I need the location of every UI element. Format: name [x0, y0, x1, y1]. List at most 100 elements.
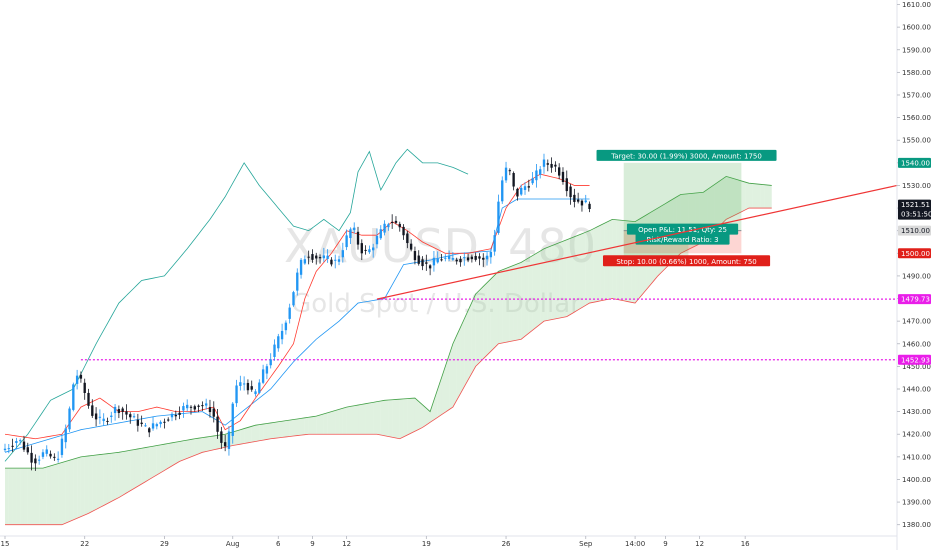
candle: [174, 410, 177, 421]
cloud-segment: [263, 423, 267, 441]
cloud-segment: [251, 425, 256, 443]
candle-body: [265, 366, 269, 374]
candle: [406, 230, 409, 249]
stop-label-text: Stop: 10.00 (0.66%) 1000, Amount: 750: [616, 258, 756, 266]
x-tick-label: 29: [160, 540, 169, 548]
candle: [60, 434, 64, 458]
cloud-segment: [316, 415, 321, 435]
x-axis[interactable]: 15 22 29 Aug 6 9 12 19 26 Sep 14:00 9 12 16: [1, 536, 751, 548]
y-tick-label: 1400.00: [902, 476, 931, 484]
candle: [49, 450, 52, 459]
candle: [576, 192, 580, 204]
candle-body: [167, 419, 170, 421]
long-position-tool[interactable]: Target: 30.00 (1.99%) 3000, Amount: 1750…: [596, 149, 777, 267]
price-tags: 1540.00 1521.51 03:51:50 1510.00 1500.00 1479…: [898, 157, 932, 365]
price-tag-label: 1510.00: [901, 227, 930, 235]
y-tick-label: 1550.00: [902, 137, 931, 145]
y-axis[interactable]: 1380.00 1390.00 1400.00 1410.00 1420.00 1430.…: [897, 1, 931, 529]
cloud-segment: [312, 416, 317, 435]
cloud-segment: [441, 366, 446, 415]
cloud-segment: [460, 318, 465, 394]
candle: [318, 254, 322, 264]
cloud-segment: [452, 335, 457, 408]
candle: [64, 424, 67, 449]
risk-reward-label: Risk/Reward Ratio: 3: [635, 233, 730, 245]
candle-body: [56, 458, 60, 460]
candle: [478, 253, 481, 266]
cloud-segment: [506, 266, 510, 343]
candle: [284, 320, 288, 335]
candle: [394, 216, 398, 225]
cloud-segment: [46, 465, 51, 525]
horizontal-levels: [80, 298, 897, 361]
candle-body: [375, 235, 379, 245]
cloud-segment: [42, 467, 47, 525]
candle-body: [580, 200, 584, 206]
cloud-segment: [490, 275, 495, 352]
x-tick-label: 9: [310, 540, 314, 548]
candle: [292, 290, 295, 307]
cloud-segment: [149, 446, 154, 480]
y-tick-label: 1420.00: [902, 431, 931, 439]
candle: [307, 250, 310, 265]
candle: [113, 403, 117, 421]
candle: [390, 214, 394, 229]
cloud-segment: [198, 437, 203, 454]
candle-body: [216, 416, 219, 432]
cloud-segment: [96, 454, 100, 510]
cloud-segment: [153, 445, 157, 478]
candle-body: [337, 259, 341, 262]
candle: [303, 255, 307, 265]
x-tick-label: Sep: [579, 540, 593, 548]
x-tick-label: 26: [502, 540, 511, 548]
candle-body: [246, 382, 250, 391]
candle: [231, 402, 234, 444]
candle: [387, 222, 390, 231]
risk-reward-label-box: [635, 233, 730, 245]
candle-body: [501, 180, 504, 202]
candle: [216, 409, 219, 439]
candle: [527, 179, 530, 192]
candle-body: [330, 259, 333, 265]
cloud-segment: [574, 235, 579, 313]
candle-body: [341, 250, 344, 258]
y-tick-label: 1490.00: [902, 272, 931, 280]
trendline[interactable]: [376, 184, 898, 300]
cloud-segment: [566, 238, 571, 317]
cloud-segment: [392, 399, 396, 438]
cloud-segment: [475, 290, 480, 367]
y-tick-label: 1430.00: [902, 408, 931, 416]
cloud-segment: [54, 463, 59, 525]
candle-body: [311, 254, 314, 260]
candle: [3, 443, 7, 452]
candle-body: [121, 408, 124, 412]
candle: [497, 194, 500, 235]
candle: [356, 226, 360, 250]
candle-body: [64, 428, 67, 443]
candle-body: [546, 163, 549, 165]
trendline-line: [376, 184, 898, 300]
cloud-segment: [729, 177, 734, 218]
candle-body: [34, 458, 37, 464]
cloud-segment: [468, 302, 472, 380]
cloud-segment: [206, 436, 210, 452]
candle-body: [535, 170, 538, 181]
candle-body: [72, 384, 75, 410]
candle-body: [356, 231, 360, 245]
candle-body: [60, 438, 64, 455]
candle: [428, 264, 432, 276]
open-pnl-label-text: Open P&L: 11.51, Qty: 25: [638, 226, 727, 234]
cloud-segment: [350, 405, 355, 435]
cloud-segment: [145, 446, 150, 482]
cloud-segment: [88, 455, 93, 514]
cloud-segment: [426, 408, 431, 425]
candle-body: [478, 256, 481, 259]
candle: [163, 418, 166, 429]
candle-body: [409, 243, 413, 250]
candle-body: [273, 344, 276, 357]
cloud-segment: [12, 468, 17, 525]
cloud-segment: [168, 442, 173, 469]
candle-body: [220, 431, 223, 443]
candle-body: [148, 428, 151, 433]
